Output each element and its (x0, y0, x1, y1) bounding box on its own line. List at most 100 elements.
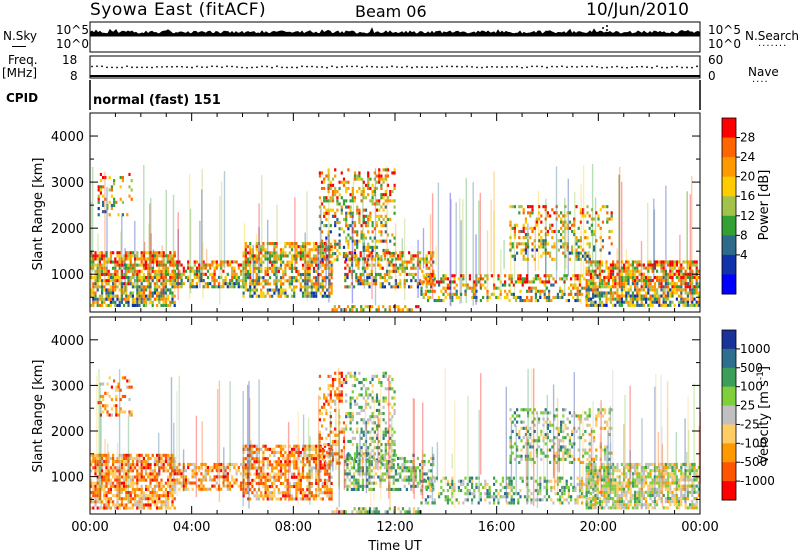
echo-cell (358, 171, 361, 175)
echo-cell (334, 427, 337, 431)
echo-cell (213, 269, 216, 273)
echo-cell (367, 180, 370, 184)
echo-cell (260, 263, 263, 267)
echo-cell (109, 300, 112, 304)
echo-cell (290, 497, 294, 501)
echo-cell (96, 460, 99, 464)
echo-cell (574, 299, 577, 303)
echo-cell (260, 491, 263, 495)
echo-cell (618, 275, 621, 279)
echo-cell (112, 475, 115, 479)
echo-cell (511, 226, 514, 230)
echo-cell (592, 292, 595, 296)
echo-cell (587, 303, 590, 307)
echo-cell (151, 276, 154, 280)
echo-cell (482, 277, 485, 281)
echo-cell (147, 506, 150, 510)
echo-cell (147, 276, 150, 280)
nave-point (171, 65, 173, 68)
echo-cell (167, 257, 170, 261)
echo-cell (345, 455, 348, 459)
echo-cell (156, 294, 159, 298)
echo-cell (640, 285, 643, 289)
echo-cell (347, 239, 350, 243)
echo-cell (123, 472, 126, 476)
echo-cell (125, 269, 128, 273)
echo-cell (382, 371, 385, 375)
echo-cell (320, 436, 324, 440)
echo-cell (145, 460, 148, 464)
echo-streak (219, 196, 221, 305)
echo-cell (386, 272, 389, 276)
echo-cell (576, 289, 579, 293)
echo-cell (389, 239, 392, 243)
echo-cell (158, 487, 161, 491)
echo-cell (129, 266, 132, 270)
echo-cell (118, 276, 121, 280)
echo-cell (326, 485, 329, 489)
echo-cell (171, 294, 174, 298)
echo-cell (244, 254, 247, 258)
echo-cell (266, 460, 269, 464)
echo-cell (275, 472, 278, 476)
echo-cell (160, 484, 163, 488)
echo-cell (109, 260, 112, 264)
nsearch-point (602, 27, 604, 29)
echo-cell (351, 436, 354, 440)
echo-cell (120, 269, 123, 273)
echo-cell (189, 269, 192, 273)
echo-cell (351, 230, 354, 234)
echo-cell (344, 308, 347, 312)
echo-cell (422, 295, 425, 299)
echo-cell (490, 274, 493, 278)
echo-streak (328, 170, 330, 290)
echo-cell (131, 460, 134, 464)
echo-cell (360, 430, 363, 434)
echo-cell (425, 260, 428, 264)
echo-cell (640, 300, 643, 304)
echo-cell (275, 266, 278, 270)
echo-cell (638, 263, 641, 267)
echo-cell (273, 450, 276, 454)
echo-cell (382, 202, 385, 206)
echo-cell (340, 430, 343, 434)
echo-cell (330, 282, 333, 286)
echo-streak (97, 233, 99, 276)
echo-streak (206, 249, 208, 269)
echo-cell (162, 484, 165, 488)
echo-cell (123, 288, 126, 292)
echo-cell (127, 294, 130, 298)
echo-cell (109, 500, 112, 504)
echo-cell (145, 453, 148, 457)
echo-cell (356, 449, 359, 453)
echo-cell (586, 251, 589, 255)
echo-cell (571, 251, 574, 255)
echo-cell (237, 285, 240, 289)
echo-streak (472, 182, 474, 306)
echo-cell (284, 491, 287, 495)
echo-cell (131, 254, 134, 258)
echo-cell (134, 497, 137, 501)
echo-cell (686, 297, 689, 301)
echo-cell (334, 439, 337, 443)
echo-cell (680, 269, 683, 273)
nave-point (491, 65, 493, 68)
echo-cell (147, 294, 150, 298)
echo-cell (382, 168, 385, 172)
echo-cell (593, 248, 596, 252)
echo-cell (92, 466, 95, 470)
echo-cell (616, 291, 619, 295)
echo-cell (107, 506, 110, 510)
echo-cell (226, 462, 229, 466)
echo-cell (134, 297, 137, 301)
echo-cell (101, 263, 104, 267)
echo-cell (279, 248, 283, 252)
nave-point (161, 66, 163, 68)
echo-cell (129, 478, 132, 482)
echo-cell (636, 297, 639, 301)
echo-cell (275, 475, 278, 479)
echo-cell (330, 266, 333, 270)
echo-cell (318, 412, 321, 416)
echo-cell (325, 427, 328, 431)
